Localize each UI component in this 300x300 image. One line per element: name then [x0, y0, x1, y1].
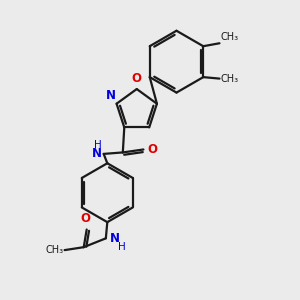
Text: O: O: [80, 212, 90, 225]
Text: O: O: [147, 143, 157, 156]
Text: N: N: [110, 232, 120, 245]
Text: N: N: [106, 89, 116, 102]
Text: N: N: [92, 147, 102, 161]
Text: H: H: [94, 140, 102, 150]
Text: CH₃: CH₃: [221, 74, 239, 84]
Text: O: O: [132, 72, 142, 85]
Text: H: H: [118, 242, 126, 252]
Text: CH₃: CH₃: [221, 32, 239, 42]
Text: CH₃: CH₃: [45, 245, 63, 255]
